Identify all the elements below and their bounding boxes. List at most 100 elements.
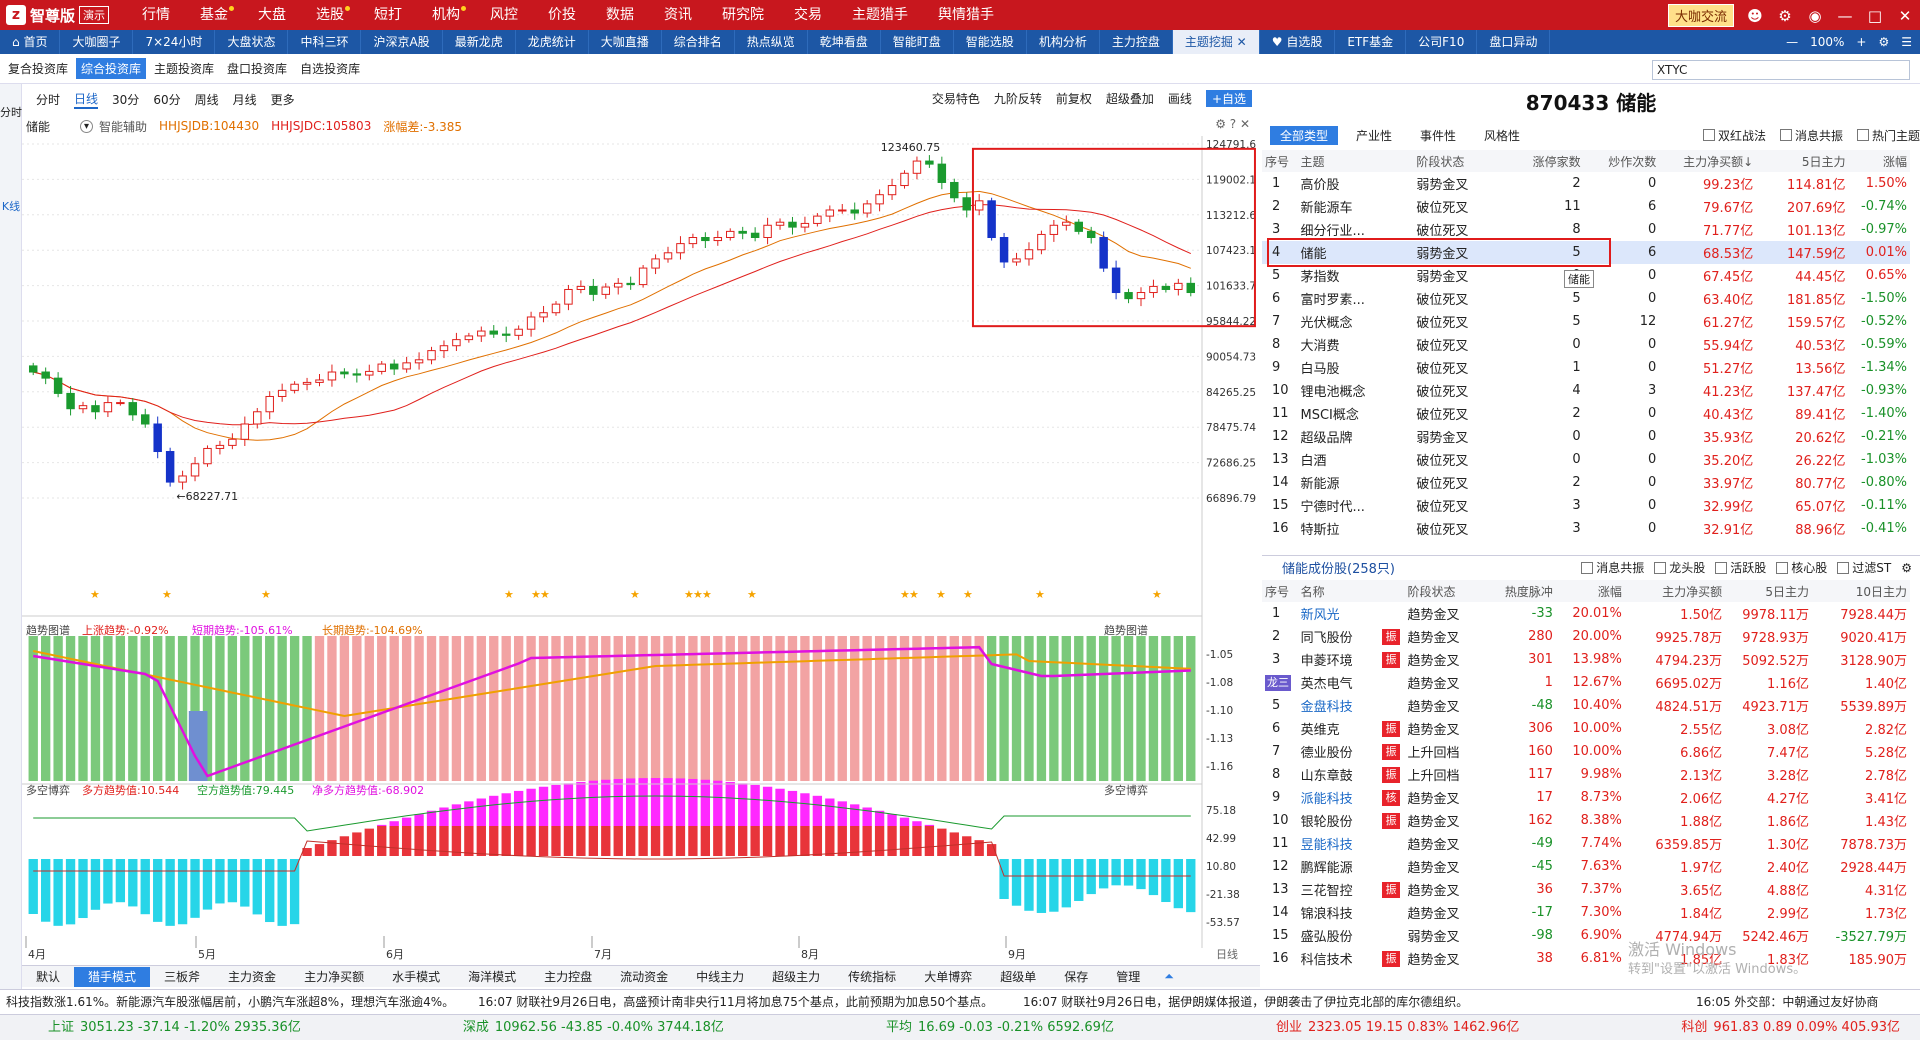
theme-col-header[interactable]: 涨停家数 <box>1510 150 1584 172</box>
nav-tab-1[interactable]: 大咖圈子 <box>60 30 134 54</box>
component-row[interactable]: 1 新风光 趋势金叉 -33 20.01% 1.50亿 9978.11万 7928.44万 <box>1262 602 1910 625</box>
nav-tab-16[interactable]: 主题挖掘 ✕ <box>1172 30 1260 54</box>
period-3[interactable]: 60分 <box>153 92 181 107</box>
menu-0[interactable]: 行情 <box>142 7 171 23</box>
theme-type-tab-3[interactable]: 风格性 <box>1484 128 1521 143</box>
indicator-tab-14[interactable]: 保存 <box>1064 969 1089 984</box>
component-row[interactable]: 12 鹏辉能源 趋势金叉 -45 7.63% 1.97亿 2.40亿 2928.44万 <box>1262 855 1910 878</box>
period-2[interactable]: 30分 <box>112 92 140 107</box>
checkbox-icon[interactable] <box>1837 561 1850 574</box>
chart-tool-5[interactable]: +自选 <box>1205 90 1252 107</box>
index-2[interactable]: 平均 16.69 -0.03 -0.21% 6592.69亿 <box>886 1015 1120 1040</box>
panel-close-icon[interactable]: ⚙ ? ✕ <box>1215 117 1250 131</box>
component-row[interactable]: 9 派能科技 核趋势金叉 17 8.73% 2.06亿 4.27亿 3.41亿 <box>1262 786 1910 809</box>
theme-row[interactable]: 11 MSCI概念 破位死叉 2 0 40.43亿 89.41亿 -1.40% <box>1262 402 1910 425</box>
nav-tab-9[interactable]: 综合排名 <box>662 30 735 54</box>
sub-tab-0[interactable]: 复合投资库 <box>8 62 69 76</box>
nav-tab-13[interactable]: 智能选股 <box>954 30 1027 54</box>
comp-col-header[interactable]: 名称 <box>1297 580 1378 602</box>
chart-tool-0[interactable]: 交易特色 <box>931 92 980 106</box>
chart-tool-1[interactable]: 九阶反转 <box>993 92 1042 106</box>
nav-tab-5[interactable]: 沪深京A股 <box>361 30 443 54</box>
theme-row[interactable]: 3 细分行业... 破位死叉 8 0 71.77亿 101.13亿 -0.97% <box>1262 218 1910 241</box>
chart-tool-2[interactable]: 前复权 <box>1055 92 1092 106</box>
component-row[interactable]: 5 金盘科技 趋势金叉 -48 10.40% 4824.51万 4923.71万 5539.8… <box>1262 694 1910 717</box>
component-row[interactable]: 14 锦浪科技 趋势金叉 -17 7.30% 1.84亿 2.99亿 1.73亿 <box>1262 901 1910 924</box>
theme-row[interactable]: 13 白酒 破位死叉 0 0 35.20亿 26.22亿 -1.03% <box>1262 448 1910 471</box>
sub-tab-2[interactable]: 主题投资库 <box>154 62 215 76</box>
menu-9[interactable]: 资讯 <box>664 7 693 23</box>
news-left[interactable]: 科技指数涨1.61%。新能源汽车股涨幅居前，小鹏汽车涨超8%，理想汽车涨逾4%。 <box>6 995 455 1009</box>
indicator-tab-0[interactable]: 默认 <box>36 969 61 984</box>
news-right[interactable]: 16:05 外交部：中朝通过友好协商 <box>1690 990 1885 1013</box>
menu-8[interactable]: 数据 <box>606 7 635 23</box>
indicator-tab-8[interactable]: 流动资金 <box>620 969 669 984</box>
comp-filter-2[interactable]: 活跃股 <box>1715 559 1766 576</box>
minimize-icon[interactable]: — <box>1837 6 1853 25</box>
theme-row[interactable]: 14 新能源 破位死叉 2 0 33.97亿 80.77亿 -0.80% <box>1262 471 1910 494</box>
indicator-tab-9[interactable]: 中线主力 <box>696 969 745 984</box>
period-0[interactable]: 分时 <box>36 92 61 107</box>
sub-tab-1[interactable]: 综合投资库 <box>76 58 147 79</box>
comp-col-header[interactable]: 序号 <box>1262 580 1298 602</box>
close-icon[interactable]: ✕ <box>1898 6 1912 25</box>
indicator-tab-1[interactable]: 猎手模式 <box>74 966 151 987</box>
indicator-tab-6[interactable]: 海洋模式 <box>468 969 517 984</box>
menu-7[interactable]: 价投 <box>548 7 577 23</box>
nav-tab-12[interactable]: 智能盯盘 <box>881 30 954 54</box>
view-kline[interactable]: K线 <box>1 200 21 213</box>
nav-tab-18[interactable]: ETF基金 <box>1335 30 1407 54</box>
checkbox-icon[interactable] <box>1654 561 1667 574</box>
chart-tool-4[interactable]: 画线 <box>1167 92 1192 106</box>
menu-1[interactable]: 基金 <box>185 0 243 30</box>
theme-col-header[interactable]: 阶段状态 <box>1413 150 1511 172</box>
theme-filter-0[interactable]: 双红战法 <box>1702 127 1766 144</box>
comp-col-header[interactable]: 热度脉冲 <box>1484 580 1556 602</box>
indicator-tab-7[interactable]: 主力控盘 <box>544 969 593 984</box>
component-row[interactable]: 10 银轮股份 振趋势金叉 162 8.38% 1.88亿 1.86亿 1.43亿 <box>1262 809 1910 832</box>
menu-4[interactable]: 短打 <box>374 7 403 23</box>
scroll-up-icon[interactable]: ⏶ <box>1164 969 1174 983</box>
component-row[interactable]: 11 昱能科技 趋势金叉 -49 7.74% 6359.85万 1.30亿 7878.73万 <box>1262 832 1910 855</box>
nav-menu-icon[interactable]: ☰ <box>1901 35 1912 49</box>
nav-tab-14[interactable]: 机构分析 <box>1027 30 1100 54</box>
indicator-tab-4[interactable]: 主力净买额 <box>304 969 365 984</box>
nav-tab-2[interactable]: 7×24小时 <box>133 30 216 54</box>
theme-row[interactable]: 8 大消费 破位死叉 0 0 55.94亿 40.53亿 -0.59% <box>1262 333 1910 356</box>
news-mid2[interactable]: 16:07 财联社9月26日电，据伊朗媒体报道，伊朗袭击了伊拉克北部的库尔德组织… <box>1022 995 1469 1009</box>
theme-row[interactable]: 10 锂电池概念 破位死叉 4 3 41.23亿 137.47亿 -0.93% <box>1262 379 1910 402</box>
theme-type-tab-0[interactable]: 全部类型 <box>1270 125 1339 145</box>
theme-filter-1[interactable]: 消息共振 <box>1779 127 1843 144</box>
theme-col-header[interactable]: 主题 <box>1297 150 1414 172</box>
comp-col-header[interactable]: 阶段状态 <box>1404 580 1485 602</box>
nav-tab-11[interactable]: 乾坤看盘 <box>808 30 881 54</box>
zoom-in-icon[interactable]: + <box>1856 35 1867 49</box>
indicator-tab-10[interactable]: 超级主力 <box>772 969 821 984</box>
checkbox-icon[interactable] <box>1856 129 1869 141</box>
indicator-tab-5[interactable]: 水手模式 <box>392 969 441 984</box>
menu-13[interactable]: 舆情猎手 <box>938 7 995 23</box>
period-6[interactable]: 更多 <box>270 92 295 107</box>
indicator-tab-11[interactable]: 传统指标 <box>848 969 897 984</box>
theme-type-tab-2[interactable]: 事件性 <box>1420 128 1457 143</box>
component-row[interactable]: 2 同飞股份 振趋势金叉 280 20.00% 9925.78万 9728.93万 9020.… <box>1262 625 1910 648</box>
nav-tab-6[interactable]: 最新龙虎 <box>443 30 516 54</box>
menu-3[interactable]: 选股 <box>301 0 359 30</box>
comp-col-header[interactable] <box>1377 580 1405 602</box>
theme-col-header[interactable]: 主力净买额↓ <box>1659 150 1757 172</box>
theme-col-header[interactable]: 序号 <box>1262 150 1298 172</box>
nav-tab-15[interactable]: 主力控盘 <box>1100 30 1173 54</box>
theme-row[interactable]: 12 超级品牌 弱势金叉 0 0 35.93亿 20.62亿 -0.21% <box>1262 425 1910 448</box>
period-5[interactable]: 月线 <box>232 92 257 107</box>
comp-col-header[interactable]: 涨幅 <box>1555 580 1625 602</box>
menu-2[interactable]: 大盘 <box>258 7 287 23</box>
theme-row[interactable]: 6 富时罗素... 破位死叉 5 0 63.40亿 181.85亿 -1.50% <box>1262 287 1910 310</box>
indicator-tab-15[interactable]: 管理 <box>1116 969 1141 984</box>
sub-tab-4[interactable]: 自选投资库 <box>300 62 361 76</box>
component-row[interactable]: 龙三 英杰电气 趋势金叉 1 12.67% 6695.02万 1.16亿 1.40亿 <box>1262 671 1910 694</box>
indicator-tab-13[interactable]: 超级单 <box>1000 969 1037 984</box>
indicator-tab-3[interactable]: 主力资金 <box>228 969 277 984</box>
nav-tab-19[interactable]: 公司F10 <box>1406 30 1478 54</box>
menu-10[interactable]: 研究院 <box>722 7 765 23</box>
comp-col-header[interactable]: 10日主力 <box>1811 580 1910 602</box>
